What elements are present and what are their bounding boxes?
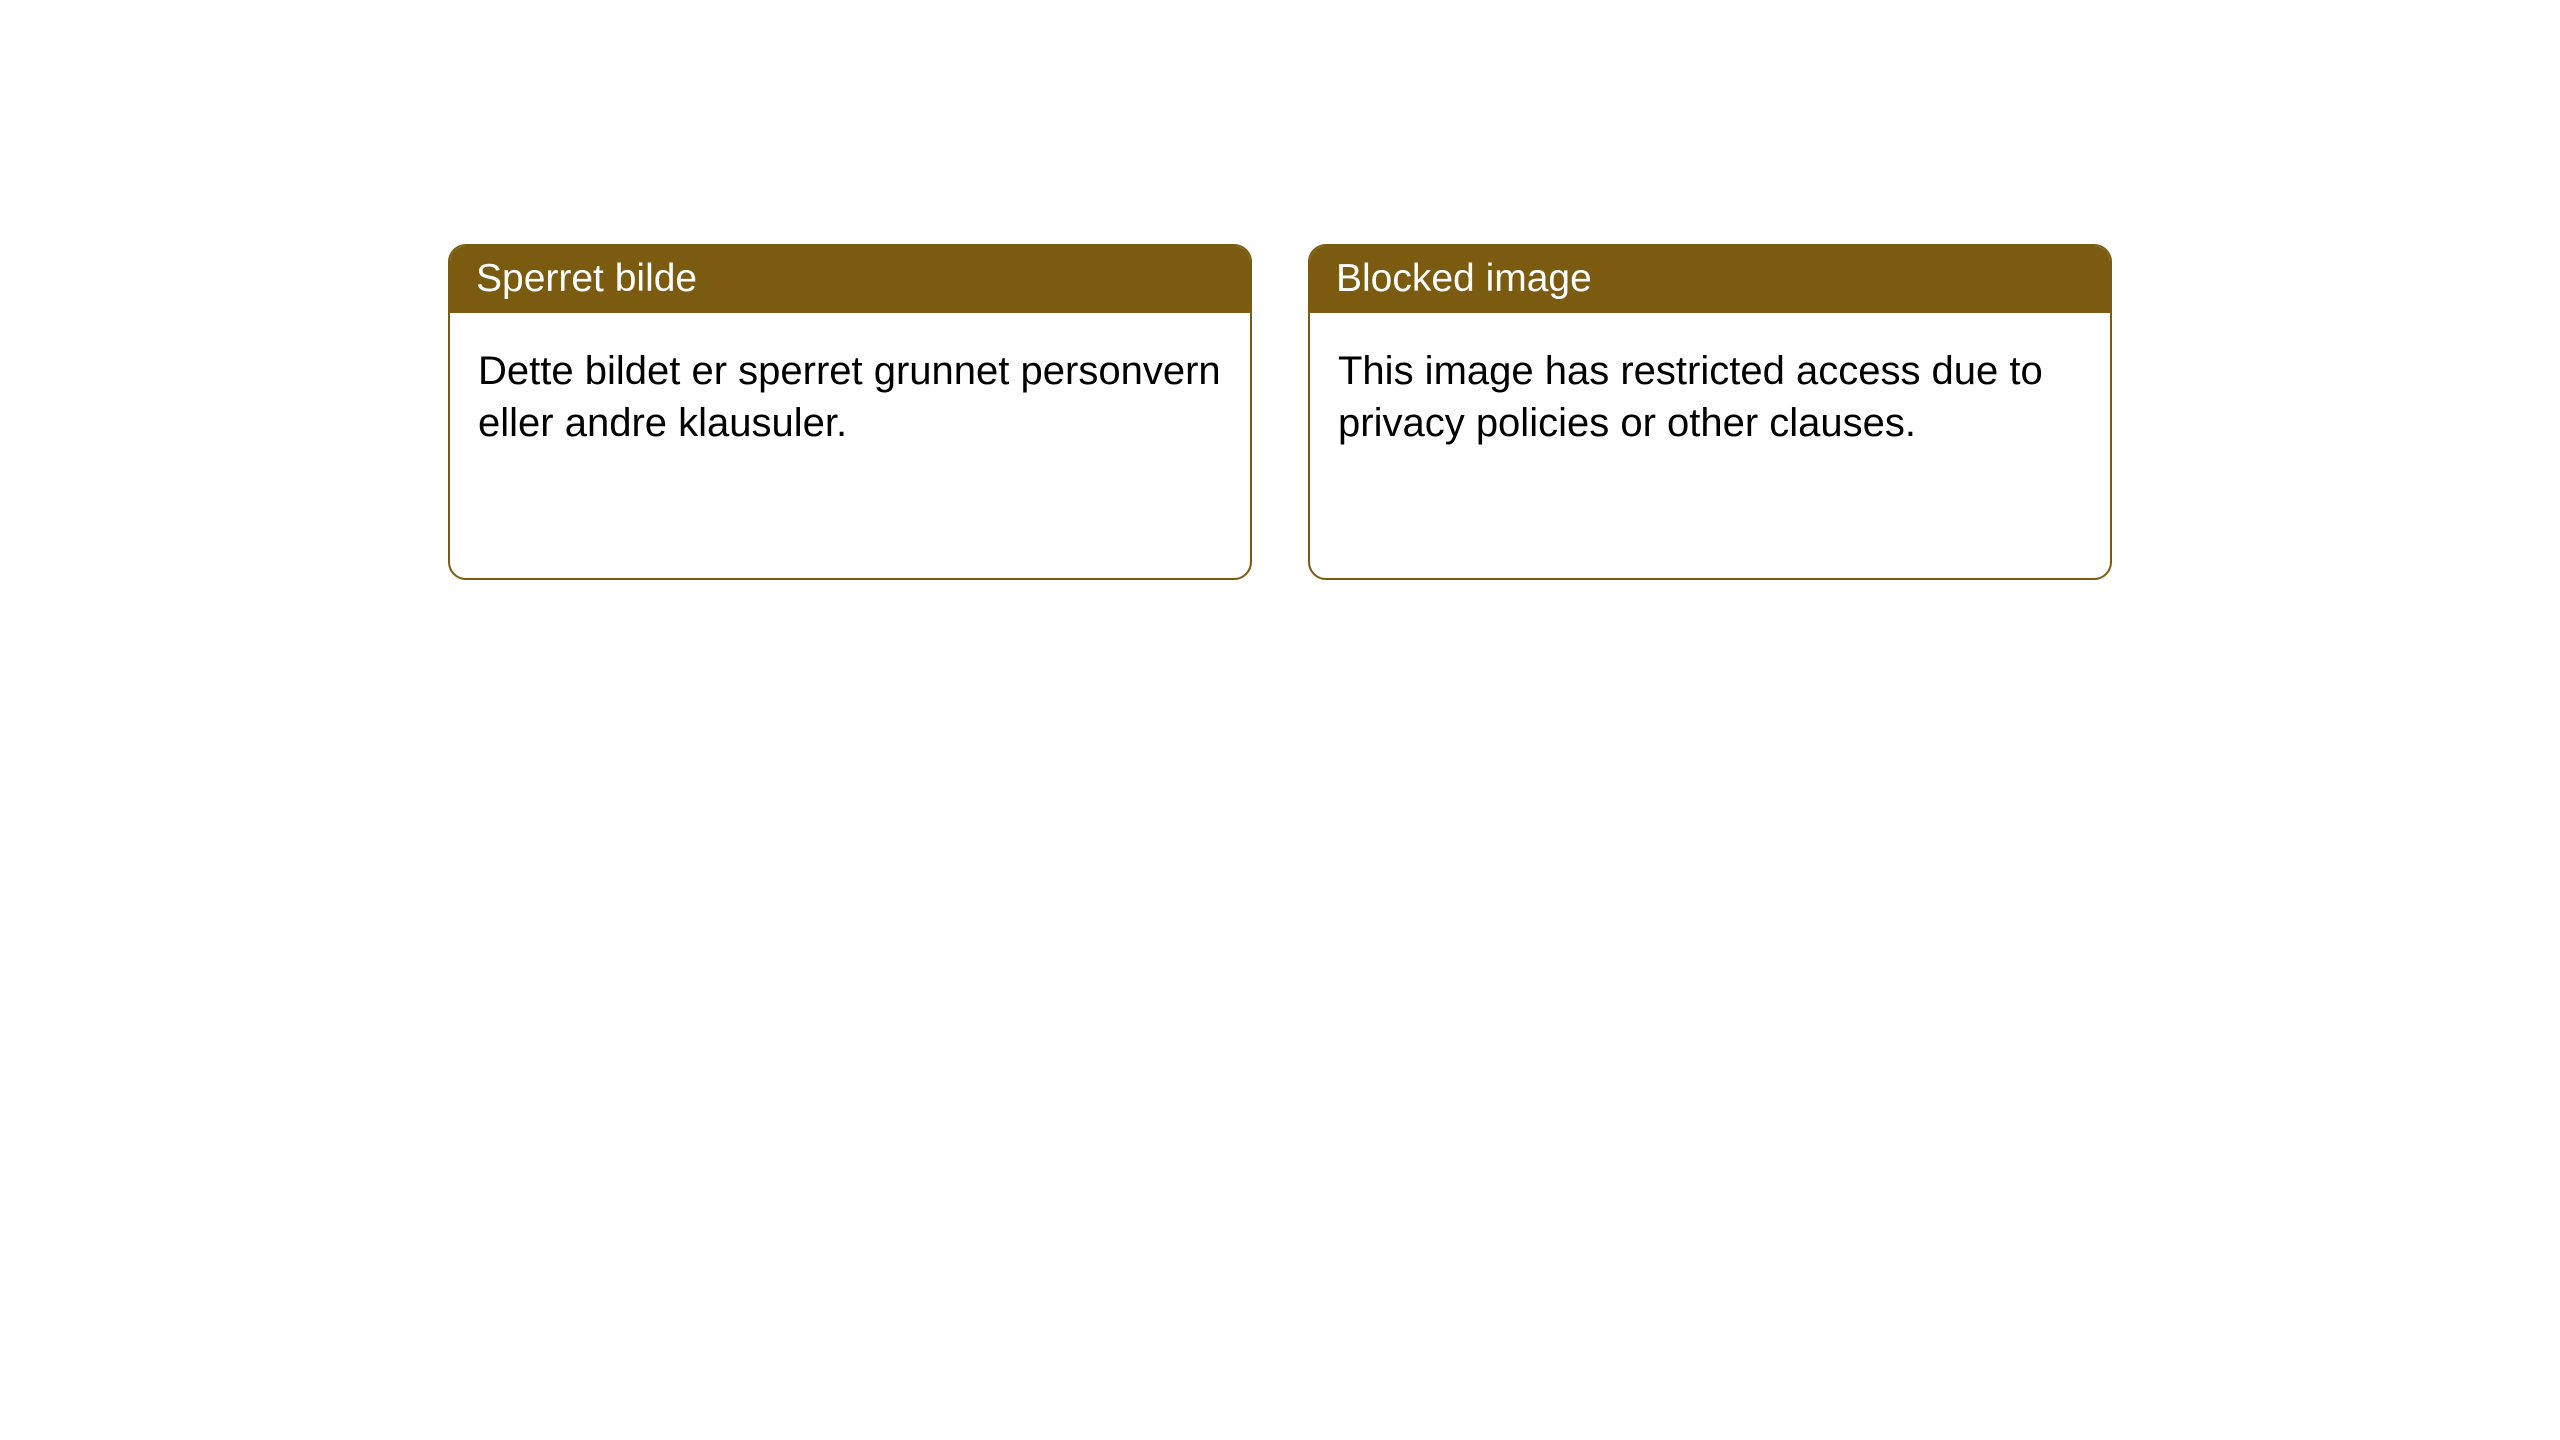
card-title: Sperret bilde bbox=[476, 257, 697, 300]
notice-card-english: Blocked image This image has restricted … bbox=[1308, 244, 2112, 580]
notice-cards-container: Sperret bilde Dette bildet er sperret gr… bbox=[0, 0, 2560, 580]
card-title: Blocked image bbox=[1336, 257, 1592, 300]
card-body-text: This image has restricted access due to … bbox=[1338, 349, 2043, 445]
notice-card-norwegian: Sperret bilde Dette bildet er sperret gr… bbox=[448, 244, 1252, 580]
card-body: This image has restricted access due to … bbox=[1310, 313, 2110, 481]
card-body-text: Dette bildet er sperret grunnet personve… bbox=[478, 349, 1221, 445]
card-header: Blocked image bbox=[1310, 246, 2110, 313]
card-body: Dette bildet er sperret grunnet personve… bbox=[450, 313, 1250, 481]
card-header: Sperret bilde bbox=[450, 246, 1250, 313]
